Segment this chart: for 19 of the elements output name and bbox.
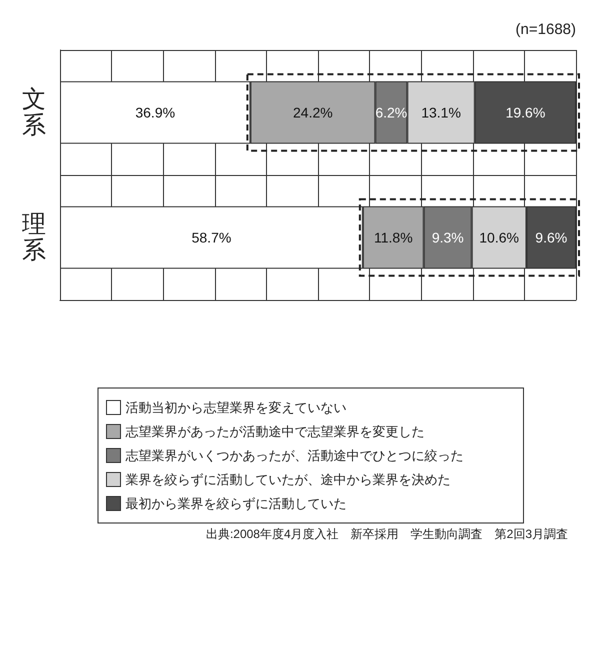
data-label: 9.3% [432,230,464,246]
y-tick-label: 理系 [22,211,46,264]
legend-label: 活動当初から志望業界を変えていない [126,400,346,415]
data-label: 6.2% [375,104,408,120]
legend-label: 最初から業界を絞らずに活動していた [126,496,346,511]
legend-label: 志望業界があったが活動途中で志望業界を変更した [126,424,424,439]
data-label: 9.6% [535,230,568,246]
data-label: 13.1% [421,104,461,120]
legend-label: 業界を絞らずに活動していたが、途中から業界を決めた [126,472,450,487]
legend-label: 志望業界がいくつかあったが、活動途中でひとつに絞った [126,448,464,463]
data-label: 11.8% [374,230,413,246]
source-note: 出典:2008年度4月度入社 新卒採用 学生動向調査 第2回3月調査 [206,527,568,541]
data-label: 10.6% [479,230,519,246]
data-label: 36.9% [135,104,176,120]
y-tick-label: 文系 [22,86,46,139]
text: (n=1688) [516,21,576,38]
data-label: 58.7% [192,230,232,246]
data-label: 24.2% [292,104,333,120]
data-label: 19.6% [506,104,546,120]
